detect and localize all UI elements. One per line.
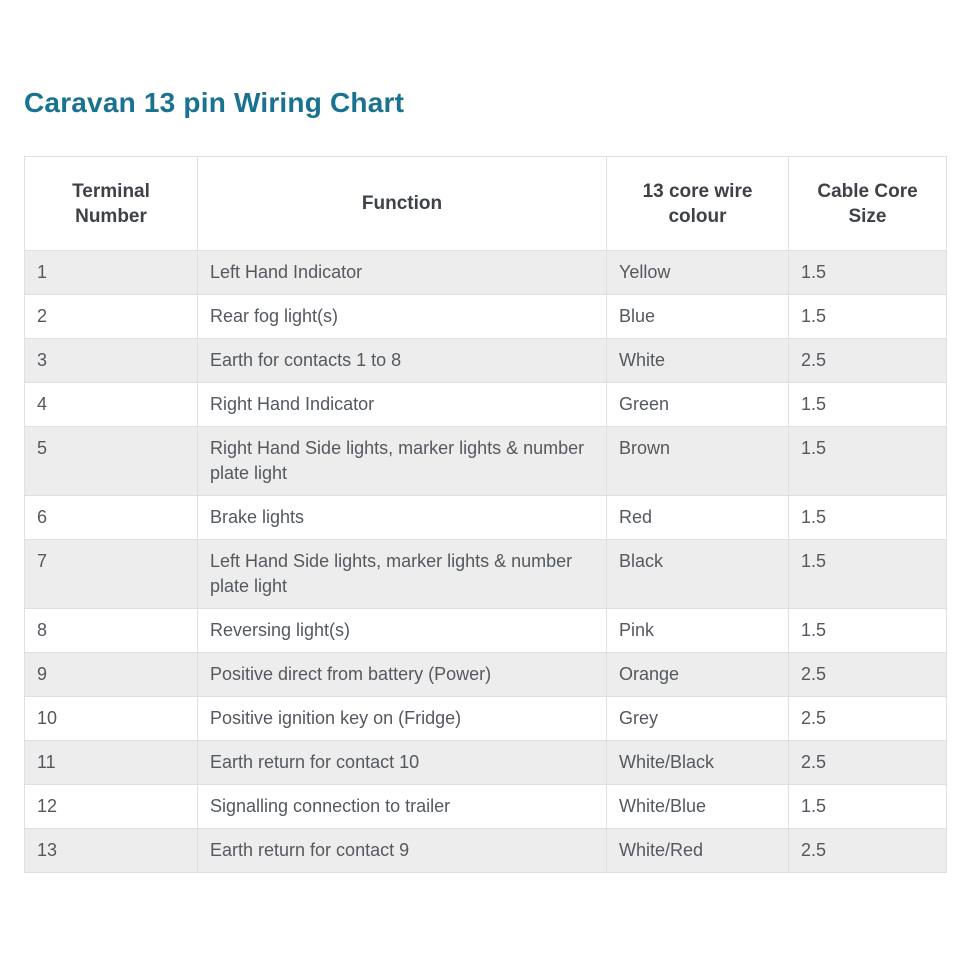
terminal-cell: 2 xyxy=(24,294,198,339)
terminal-cell: 12 xyxy=(24,784,198,829)
cable-core-size-cell: 1.5 xyxy=(788,784,947,829)
cable-core-size-cell: 2.5 xyxy=(788,696,947,741)
column-header-cable-core-size: Cable Core Size xyxy=(788,156,947,251)
table-row: 9 Positive direct from battery (Power) O… xyxy=(24,652,947,697)
wire-colour-cell: Orange xyxy=(606,652,789,697)
cable-core-size-cell: 1.5 xyxy=(788,539,947,609)
function-cell: Earth return for contact 10 xyxy=(197,740,607,785)
cable-core-size-cell: 2.5 xyxy=(788,338,947,383)
table-row: 13 Earth return for contact 9 White/Red … xyxy=(24,828,947,873)
terminal-cell: 4 xyxy=(24,382,198,427)
wire-colour-cell: Pink xyxy=(606,608,789,653)
terminal-cell: 8 xyxy=(24,608,198,653)
cable-core-size-cell: 2.5 xyxy=(788,652,947,697)
function-cell: Positive direct from battery (Power) xyxy=(197,652,607,697)
table-row: 11 Earth return for contact 10 White/Bla… xyxy=(24,740,947,785)
terminal-cell: 9 xyxy=(24,652,198,697)
table-row: 12 Signalling connection to trailer Whit… xyxy=(24,784,947,829)
function-cell: Earth return for contact 9 xyxy=(197,828,607,873)
cable-core-size-cell: 1.5 xyxy=(788,495,947,540)
column-header-function: Function xyxy=(197,156,607,251)
function-cell: Signalling connection to trailer xyxy=(197,784,607,829)
page-title: Caravan 13 pin Wiring Chart xyxy=(24,87,405,118)
function-cell: Right Hand Side lights, marker lights & … xyxy=(197,426,607,496)
terminal-cell: 10 xyxy=(24,696,198,741)
function-cell: Positive ignition key on (Fridge) xyxy=(197,696,607,741)
terminal-cell: 7 xyxy=(24,539,198,609)
terminal-cell: 6 xyxy=(24,495,198,540)
function-cell: Reversing light(s) xyxy=(197,608,607,653)
table-body: 1 Left Hand Indicator Yellow 1.5 2 Rear … xyxy=(24,250,947,873)
table-row: 7 Left Hand Side lights, marker lights &… xyxy=(24,539,947,609)
wire-colour-cell: White/Blue xyxy=(606,784,789,829)
wire-colour-cell: White xyxy=(606,338,789,383)
terminal-cell: 13 xyxy=(24,828,198,873)
table-header-row: Terminal Number Function 13 core wire co… xyxy=(24,156,947,251)
wire-colour-cell: Grey xyxy=(606,696,789,741)
table-header: Terminal Number Function 13 core wire co… xyxy=(24,156,947,251)
wire-colour-cell: White/Red xyxy=(606,828,789,873)
table-row: 8 Reversing light(s) Pink 1.5 xyxy=(24,608,947,653)
function-cell: Rear fog light(s) xyxy=(197,294,607,339)
wire-colour-cell: Black xyxy=(606,539,789,609)
table-row: 3 Earth for contacts 1 to 8 White 2.5 xyxy=(24,338,947,383)
function-cell: Left Hand Indicator xyxy=(197,250,607,295)
wire-colour-cell: Blue xyxy=(606,294,789,339)
wire-colour-cell: Yellow xyxy=(606,250,789,295)
wire-colour-cell: White/Black xyxy=(606,740,789,785)
wire-colour-cell: Green xyxy=(606,382,789,427)
function-cell: Brake lights xyxy=(197,495,607,540)
cable-core-size-cell: 2.5 xyxy=(788,828,947,873)
cable-core-size-cell: 1.5 xyxy=(788,250,947,295)
column-header-wire-colour: 13 core wire colour xyxy=(606,156,789,251)
column-header-terminal-number: Terminal Number xyxy=(24,156,198,251)
cable-core-size-cell: 1.5 xyxy=(788,608,947,653)
wire-colour-cell: Red xyxy=(606,495,789,540)
function-cell: Earth for contacts 1 to 8 xyxy=(197,338,607,383)
table-row: 5 Right Hand Side lights, marker lights … xyxy=(24,426,947,496)
function-cell: Right Hand Indicator xyxy=(197,382,607,427)
terminal-cell: 3 xyxy=(24,338,198,383)
terminal-cell: 11 xyxy=(24,740,198,785)
cable-core-size-cell: 1.5 xyxy=(788,426,947,496)
table-row: 2 Rear fog light(s) Blue 1.5 xyxy=(24,294,947,339)
wire-colour-cell: Brown xyxy=(606,426,789,496)
wiring-chart-table: Terminal Number Function 13 core wire co… xyxy=(24,156,947,873)
cable-core-size-cell: 1.5 xyxy=(788,294,947,339)
cable-core-size-cell: 1.5 xyxy=(788,382,947,427)
function-cell: Left Hand Side lights, marker lights & n… xyxy=(197,539,607,609)
table-row: 4 Right Hand Indicator Green 1.5 xyxy=(24,382,947,427)
table-row: 6 Brake lights Red 1.5 xyxy=(24,495,947,540)
table-row: 1 Left Hand Indicator Yellow 1.5 xyxy=(24,250,947,295)
cable-core-size-cell: 2.5 xyxy=(788,740,947,785)
terminal-cell: 1 xyxy=(24,250,198,295)
table-row: 10 Positive ignition key on (Fridge) Gre… xyxy=(24,696,947,741)
terminal-cell: 5 xyxy=(24,426,198,496)
